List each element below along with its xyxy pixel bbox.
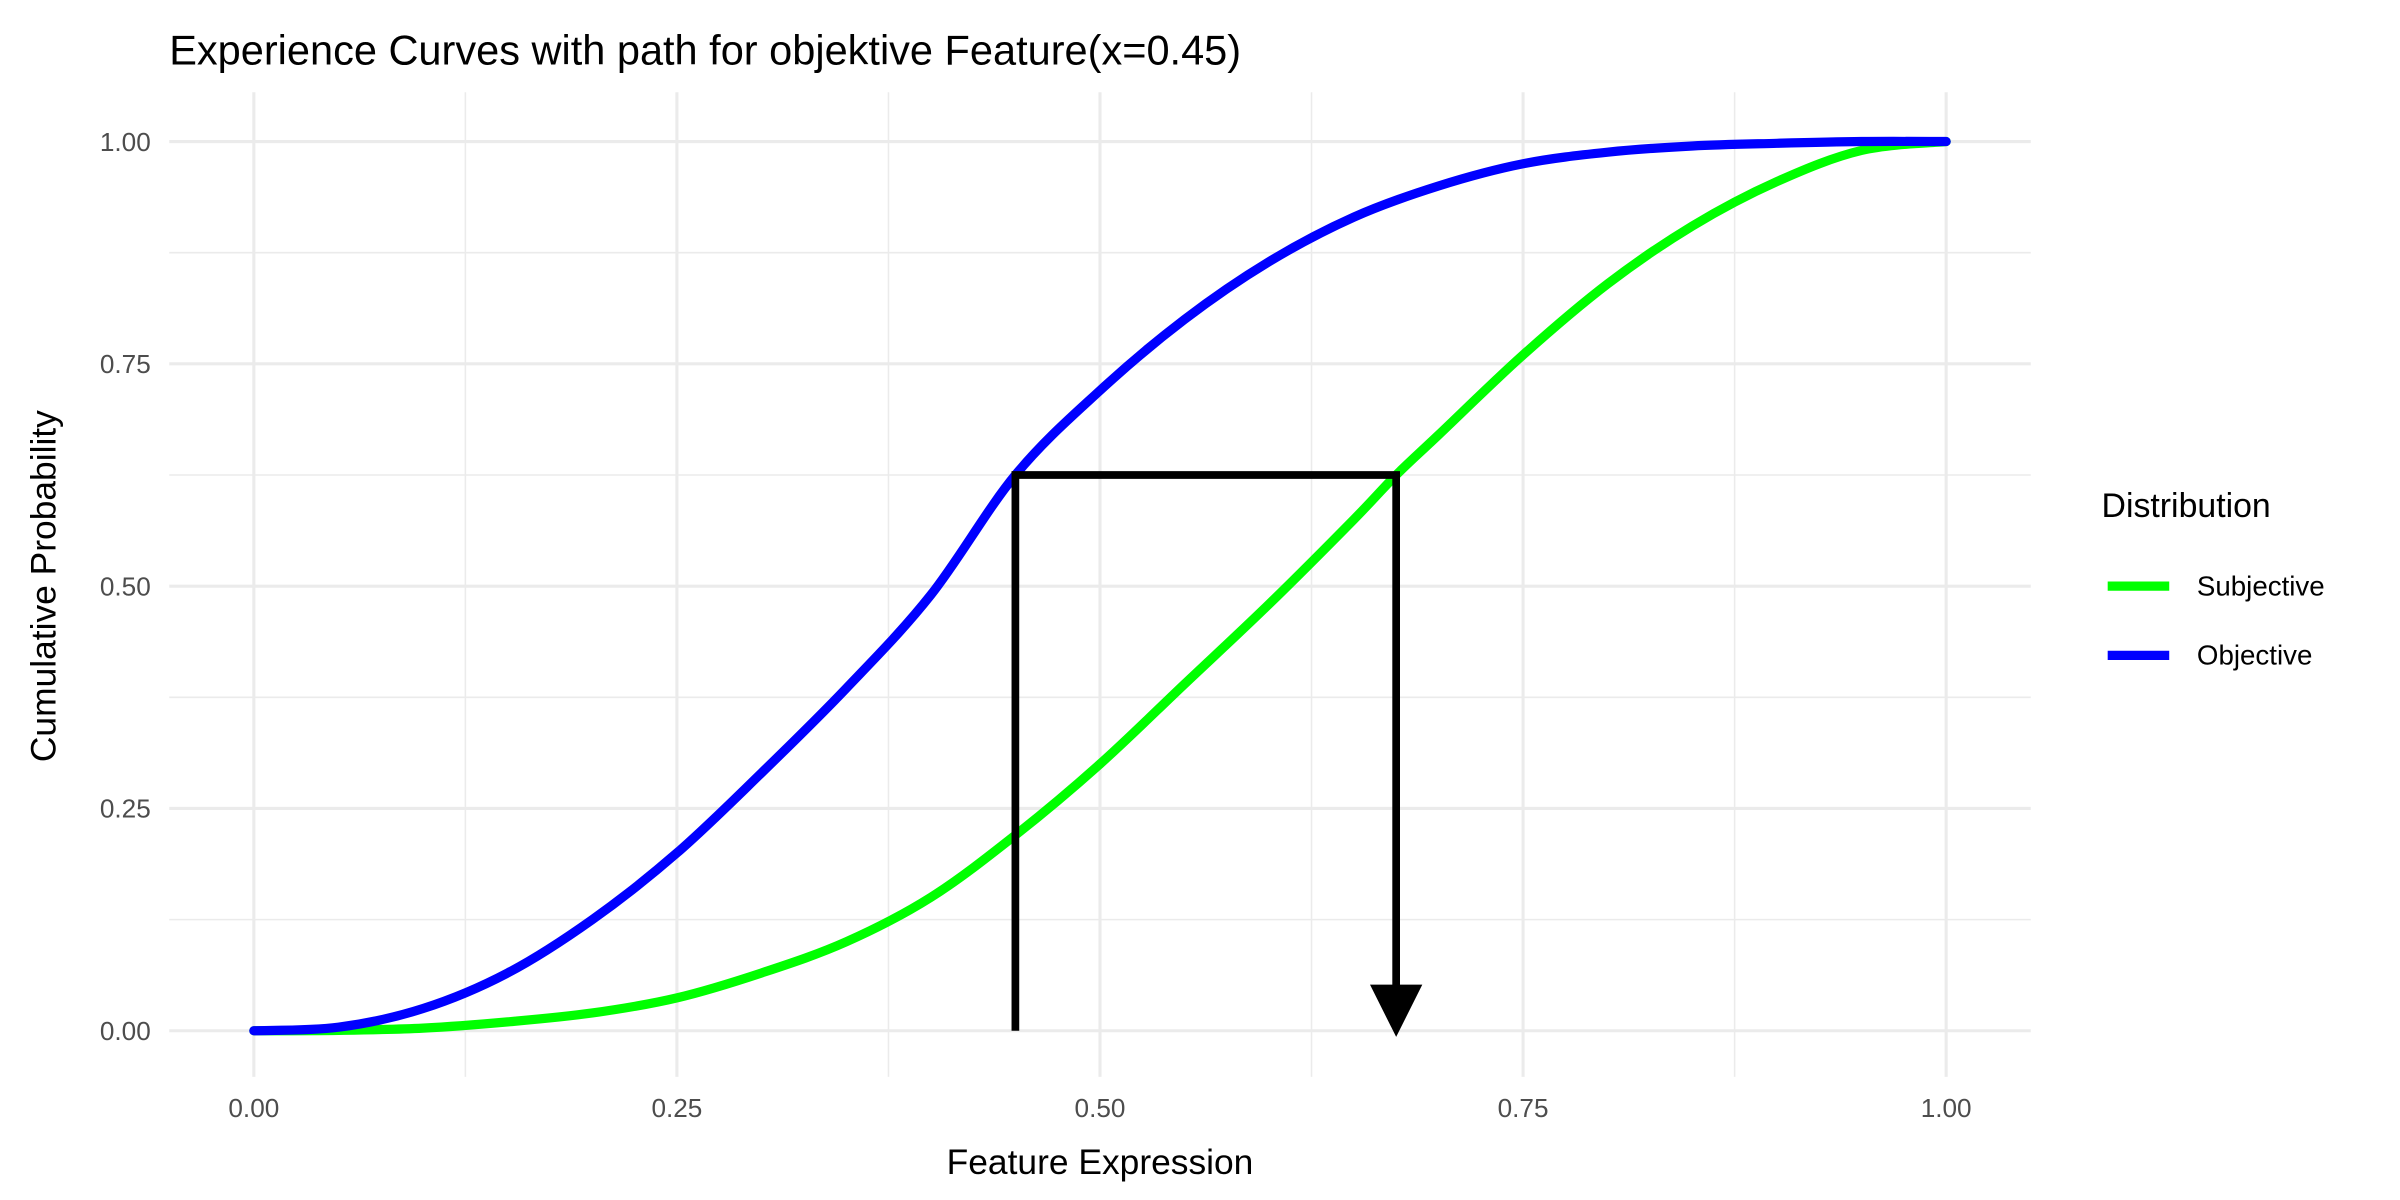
y-tick-label: 0.25 — [100, 794, 151, 824]
y-tick-label: 1.00 — [100, 127, 151, 157]
x-tick-labels: 0.00 0.25 0.50 0.75 1.00 — [228, 1093, 1971, 1123]
series-line-subjective — [249, 136, 1951, 1036]
x-tick-label: 0.50 — [1075, 1093, 1126, 1123]
y-tick-label: 0.50 — [100, 571, 151, 601]
x-axis-label: Feature Expression — [947, 1143, 1254, 1182]
path-line — [1011, 471, 1400, 1031]
legend-title: Distribution — [2102, 487, 2271, 525]
y-tick-label: 0.00 — [100, 1016, 151, 1046]
y-tick-label: 0.75 — [100, 349, 151, 379]
legend: Distribution Subjective Objective — [2102, 487, 2325, 671]
legend-label-objective: Objective — [2197, 640, 2312, 671]
x-tick-label: 0.75 — [1498, 1093, 1549, 1123]
y-tick-labels: 0.00 0.25 0.50 0.75 1.00 — [100, 127, 151, 1046]
y-axis-label: Cumulative Probability — [24, 410, 63, 762]
annotation-path — [1011, 471, 1423, 1037]
arrow-head — [1370, 984, 1423, 1037]
x-tick-label: 0.00 — [228, 1093, 279, 1123]
chart-title: Experience Curves with path for objektiv… — [169, 27, 1241, 74]
legend-label-subjective: Subjective — [2197, 570, 2325, 601]
x-tick-label: 1.00 — [1921, 1093, 1972, 1123]
grid — [169, 92, 2031, 1077]
series-line-objective — [249, 136, 1951, 1036]
series-lines — [249, 136, 1951, 1036]
x-tick-label: 0.25 — [651, 1093, 702, 1123]
